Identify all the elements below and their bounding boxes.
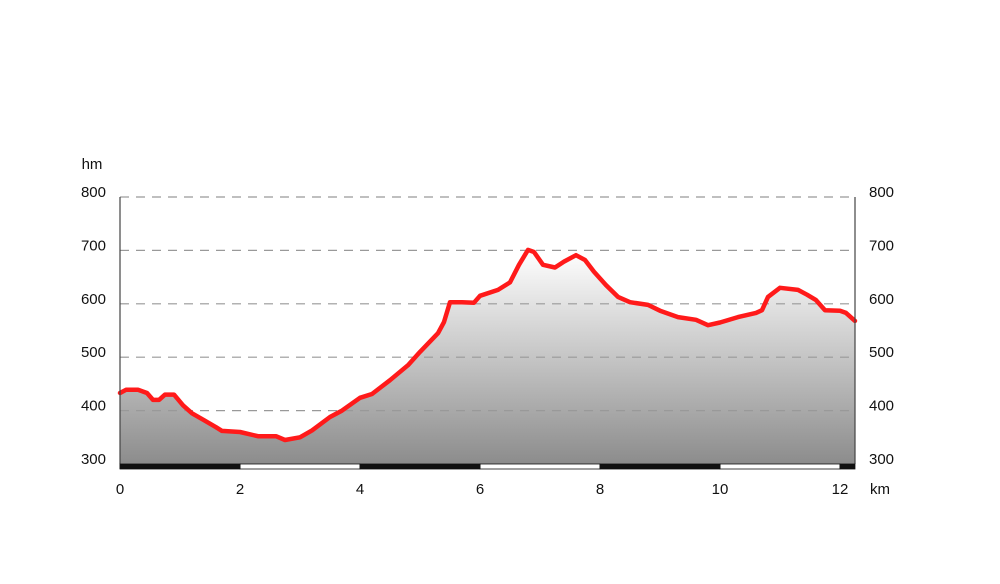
elevation-line <box>117 247 858 443</box>
y2-tick-label: 400 <box>869 398 894 415</box>
x-tick-label: 12 <box>832 481 849 498</box>
x-tick-label: 8 <box>596 481 604 498</box>
scale-segment <box>239 463 361 470</box>
x-tick-label: 0 <box>116 481 124 498</box>
y-tick-label: 800 <box>81 184 106 201</box>
scale-segment <box>719 463 841 470</box>
y-tick-label: 500 <box>81 344 106 361</box>
y2-tick-label: 600 <box>869 291 894 308</box>
scale-segment <box>599 463 721 470</box>
scale-segment <box>119 463 241 470</box>
x-axis-label: km <box>870 481 890 498</box>
x-tick-label: 2 <box>236 481 244 498</box>
y-tick-label: 600 <box>81 291 106 308</box>
x-tick-label: 6 <box>476 481 484 498</box>
y-axis-label: hm <box>82 156 103 173</box>
scale-segment <box>479 463 601 470</box>
scale-segment <box>839 463 856 470</box>
scale-segment <box>359 463 481 470</box>
y-tick-label: 300 <box>81 451 106 468</box>
x-tick-label: 4 <box>356 481 364 498</box>
y-tick-label: 400 <box>81 398 106 415</box>
y2-tick-label: 700 <box>869 237 894 254</box>
y2-tick-label: 300 <box>869 451 894 468</box>
y2-tick-label: 500 <box>869 344 894 361</box>
y2-tick-label: 800 <box>869 184 894 201</box>
x-tick-label: 10 <box>712 481 729 498</box>
y-tick-label: 700 <box>81 237 106 254</box>
